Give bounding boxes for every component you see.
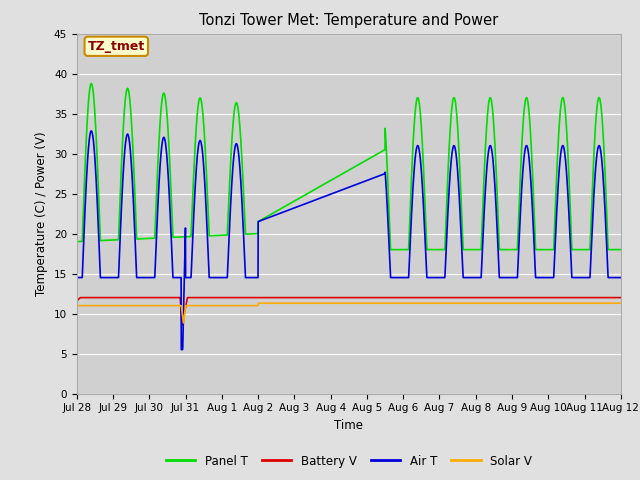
Solar V [305,300,313,306]
Air T [73,275,81,280]
Air T [135,275,143,280]
Solar V [254,300,262,306]
Solar V [135,303,143,309]
Panel T [305,190,313,195]
Air T [607,275,614,280]
Solar V [282,300,290,306]
Air T [617,275,625,280]
Line: Battery V: Battery V [77,298,621,325]
Battery V [77,295,84,300]
Panel T [135,236,143,242]
Battery V [282,295,290,300]
Panel T [617,247,625,252]
Text: TZ_tmet: TZ_tmet [88,40,145,53]
Panel T [282,203,289,209]
Panel T [607,247,614,252]
Panel T [168,195,175,201]
Air T [548,275,556,280]
Panel T [548,247,556,252]
Line: Air T: Air T [77,131,621,349]
Battery V [178,323,186,328]
Panel T [88,81,95,86]
Solar V [617,300,625,306]
Battery V [305,295,313,300]
Panel T [387,247,394,252]
Battery V [135,295,143,300]
Air T [88,128,95,134]
Solar V [180,320,188,326]
Line: Panel T: Panel T [77,84,621,250]
Panel T [73,239,81,244]
Battery V [548,295,556,300]
Battery V [607,295,614,300]
Y-axis label: Temperature (C) / Power (V): Temperature (C) / Power (V) [35,132,48,296]
Air T [305,199,313,205]
Solar V [548,300,556,306]
Air T [168,237,175,242]
Solar V [167,303,175,309]
Line: Solar V: Solar V [77,303,621,323]
X-axis label: Time: Time [334,419,364,432]
Air T [177,347,185,352]
Battery V [617,295,625,300]
Solar V [73,303,81,309]
Battery V [168,295,175,300]
Air T [282,208,290,214]
Title: Tonzi Tower Met: Temperature and Power: Tonzi Tower Met: Temperature and Power [199,13,499,28]
Solar V [607,300,614,306]
Battery V [73,298,81,304]
Legend: Panel T, Battery V, Air T, Solar V: Panel T, Battery V, Air T, Solar V [161,450,537,472]
